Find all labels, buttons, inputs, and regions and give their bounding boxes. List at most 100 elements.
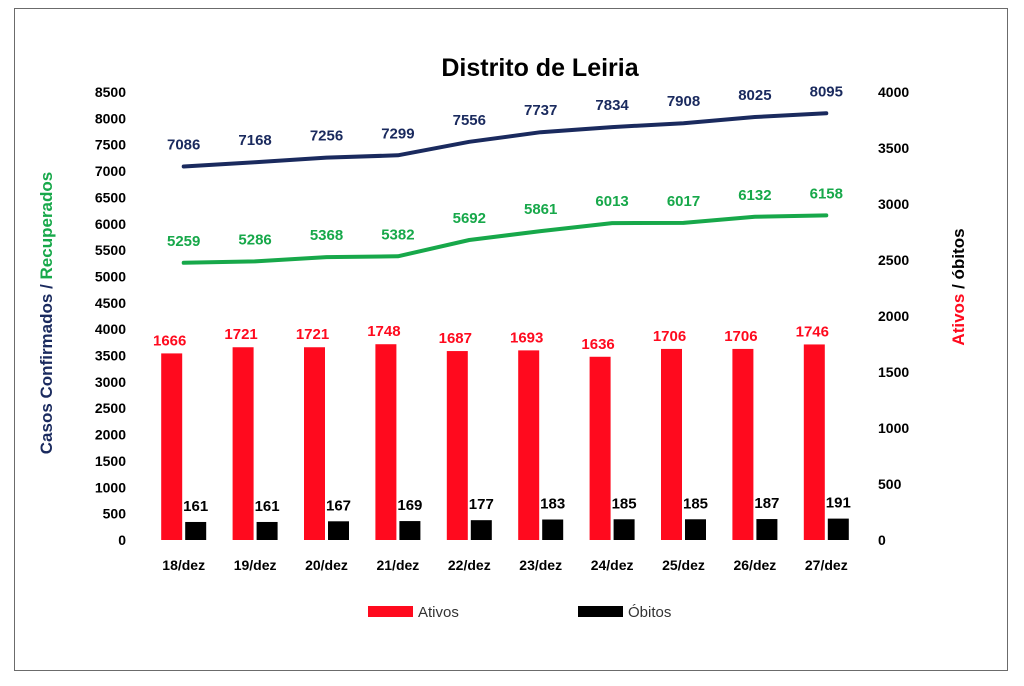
left-tick-label: 4000: [95, 321, 126, 337]
x-tick-label: 26/dez: [733, 557, 776, 573]
x-tick-label: 24/dez: [591, 557, 634, 573]
right-axis-title-obitos: óbitos: [949, 228, 968, 279]
left-tick-label: 8500: [95, 84, 126, 100]
x-tick-label: 21/dez: [376, 557, 419, 573]
label-confirmados: 7299: [381, 125, 414, 142]
label-confirmados: 8025: [738, 87, 771, 104]
left-axis-title-recuperados: Recuperados: [37, 172, 56, 280]
right-tick-label: 4000: [878, 84, 909, 100]
legend-obitos-swatch: [578, 606, 623, 617]
bar-obitos: [399, 521, 421, 540]
label-obitos: 167: [326, 497, 351, 514]
left-tick-label: 0: [118, 532, 126, 548]
legend-ativos-swatch: [368, 606, 413, 617]
label-confirmados: 7086: [167, 137, 200, 154]
label-ativos: 1721: [224, 326, 257, 343]
legend-obitos-label: Óbitos: [628, 604, 671, 621]
label-confirmados: 7908: [667, 93, 700, 110]
left-axis-ticks: 0 500 1000 1500 2000 2500 3000 3500 4000 4500 5000…: [95, 84, 126, 548]
left-tick-label: 7500: [95, 137, 126, 153]
left-tick-label: 7000: [95, 163, 126, 179]
bar-obitos: [685, 519, 706, 540]
label-recuperados: 5368: [310, 227, 343, 244]
legend-ativos-label: Ativos: [418, 604, 459, 621]
left-tick-label: 4500: [95, 295, 126, 311]
label-ativos: 1746: [796, 323, 829, 340]
label-confirmados: 7737: [524, 102, 557, 119]
x-tick-label: 19/dez: [234, 557, 277, 573]
label-recuperados: 6013: [595, 193, 628, 210]
label-obitos: 169: [397, 497, 422, 514]
label-recuperados: 5861: [524, 201, 557, 218]
left-tick-label: 8000: [95, 110, 126, 126]
label-recuperados: 5286: [238, 231, 271, 248]
left-tick-label: 1500: [95, 453, 126, 469]
chart-frame: [14, 8, 1008, 671]
right-tick-label: 500: [878, 476, 902, 492]
x-tick-label: 25/dez: [662, 557, 705, 573]
label-obitos: 177: [469, 496, 494, 513]
label-ativos: 1721: [296, 326, 329, 343]
label-obitos: 161: [255, 498, 280, 515]
left-tick-label: 5000: [95, 268, 126, 284]
label-confirmados: 7556: [453, 112, 486, 129]
bar-obitos: [185, 521, 207, 540]
right-axis-title: Ativos / óbitos: [949, 228, 968, 345]
x-tick-label: 22/dez: [448, 557, 491, 573]
right-tick-label: 3000: [878, 196, 909, 212]
bar-ativos: [589, 356, 611, 540]
left-tick-label: 3500: [95, 348, 126, 364]
label-recuperados: 5259: [167, 233, 200, 250]
chart-title: Distrito de Leiria: [441, 54, 639, 82]
bar-ativos: [304, 347, 325, 540]
right-tick-label: 1500: [878, 364, 909, 380]
label-recuperados: 6017: [667, 193, 700, 210]
left-tick-label: 5500: [95, 242, 126, 258]
bar-ativos: [661, 348, 682, 540]
x-axis-ticks: 18/dez 19/dez 20/dez 21/dez 22/dez 23/dez 24/d…: [162, 557, 847, 573]
bar-obitos: [542, 519, 564, 540]
right-tick-label: 1000: [878, 420, 909, 436]
label-ativos: 1706: [724, 328, 757, 345]
lines-layer: [181, 111, 829, 265]
bar-ativos: [446, 351, 468, 540]
x-tick-label: 18/dez: [162, 557, 205, 573]
right-tick-label: 2500: [878, 252, 909, 268]
bar-obitos: [470, 520, 492, 540]
bar-obitos: [827, 518, 849, 540]
left-axis-title-confirmados: Casos Confirmados: [37, 294, 56, 455]
line-confirmados: [181, 111, 829, 169]
bar-obitos: [256, 521, 278, 540]
label-ativos: 1748: [367, 323, 400, 340]
left-tick-label: 3000: [95, 374, 126, 390]
bar-obitos: [756, 519, 778, 540]
label-ativos: 1706: [653, 328, 686, 345]
left-tick-label: 6000: [95, 216, 126, 232]
bar-obitos: [328, 521, 349, 540]
label-recuperados: 6158: [810, 185, 843, 202]
bar-ativos: [803, 344, 825, 540]
data-labels-layer: 1666 1721 1721 1748 1687 1693 1636 1706 1706 1746…: [153, 83, 851, 515]
left-tick-label: 2500: [95, 400, 126, 416]
label-ativos: 1687: [439, 330, 472, 347]
legend: Ativos Óbitos: [368, 604, 671, 621]
left-tick-label: 500: [103, 506, 127, 522]
label-recuperados: 5382: [381, 226, 414, 243]
label-ativos: 1666: [153, 332, 186, 349]
label-confirmados: 7168: [238, 132, 271, 149]
left-tick-label: 1000: [95, 479, 126, 495]
label-obitos: 183: [540, 496, 565, 513]
right-tick-label: 2000: [878, 308, 909, 324]
label-obitos: 187: [754, 495, 779, 512]
right-tick-label: 0: [878, 532, 886, 548]
label-confirmados: 8095: [810, 83, 843, 100]
bar-ativos: [161, 353, 183, 540]
bar-ativos: [232, 347, 254, 540]
bar-ativos: [375, 344, 397, 540]
label-obitos: 191: [826, 495, 851, 512]
x-tick-label: 23/dez: [519, 557, 562, 573]
label-recuperados: 5692: [453, 210, 486, 227]
label-obitos: 185: [683, 495, 708, 512]
right-axis-title-separator: /: [949, 279, 968, 293]
